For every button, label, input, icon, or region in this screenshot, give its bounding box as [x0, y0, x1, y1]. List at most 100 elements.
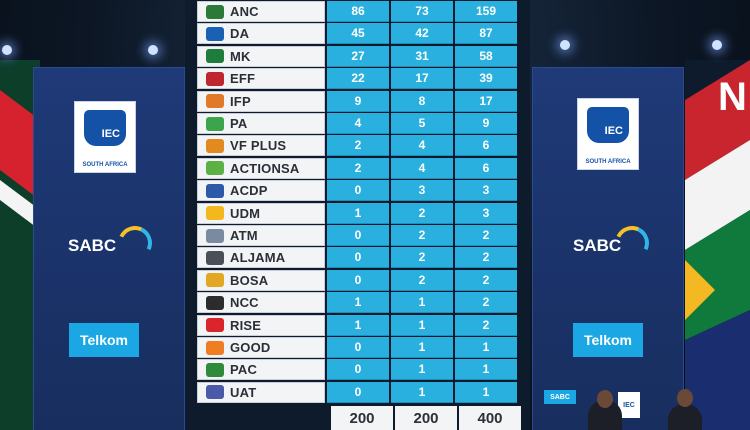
party-cell: PA [197, 113, 325, 134]
results-row: PAC 0 1 1 [197, 359, 519, 381]
seat-count-cell: 27 [327, 45, 389, 67]
seat-count-cell: 2 [455, 292, 517, 314]
party-name: GOOD [230, 340, 271, 355]
party-logo-icon [206, 362, 224, 377]
stage-light [712, 40, 722, 50]
results-row: VF PLUS 2 4 6 [197, 135, 519, 157]
party-logo-icon [206, 116, 224, 131]
seat-count-cell: 87 [455, 23, 517, 45]
seat-count-cell: 2 [391, 202, 453, 224]
seat-count-cell: 1 [327, 314, 389, 336]
seat-count-cell: 45 [327, 23, 389, 45]
party-logo-icon [206, 295, 224, 310]
seat-count-cell: 2 [391, 247, 453, 269]
party-cell: ANC [197, 1, 325, 22]
sabc-logo-text: SABC [573, 236, 622, 255]
party-cell: ACDP [197, 180, 325, 202]
results-row: GOOD 0 1 1 [197, 337, 519, 358]
party-logo-icon [206, 4, 224, 19]
iec-logo-text: IEC [101, 128, 120, 140]
seat-count-cell: 6 [455, 157, 517, 179]
party-logo-icon [206, 318, 224, 333]
results-row: ACTIONSA 2 4 6 [197, 157, 519, 179]
seat-count-cell: 1 [455, 337, 517, 358]
africa-map-icon: IEC [84, 110, 126, 146]
podium-area: SABC IEC [540, 380, 652, 430]
party-name: VF PLUS [230, 138, 287, 154]
africa-map-icon: IEC [587, 107, 629, 143]
right-branding-panel: IEC SOUTH AFRICA SABC Telkom [532, 67, 684, 430]
flag-backdrop-right [685, 60, 750, 430]
results-row: UAT 0 1 1 [197, 381, 519, 403]
results-row: ALJAMA 0 2 2 [197, 247, 519, 269]
total-cell: 200 [331, 406, 393, 430]
seat-count-cell: 1 [327, 202, 389, 224]
seat-count-cell: 9 [327, 90, 389, 112]
seat-count-cell: 31 [391, 45, 453, 67]
seat-count-cell: 2 [455, 269, 517, 291]
party-cell: IFP [197, 90, 325, 112]
iec-logo: IEC SOUTH AFRICA [74, 101, 136, 173]
seat-count-cell: 8 [391, 90, 453, 112]
party-cell: DA [197, 23, 325, 45]
seat-count-cell: 3 [391, 180, 453, 202]
results-row: DA 45 42 87 [197, 23, 519, 45]
seat-count-cell: 0 [327, 225, 389, 246]
seat-count-cell: 4 [391, 157, 453, 179]
attendee-bottom-fill [668, 424, 702, 430]
seat-count-cell: 3 [455, 202, 517, 224]
party-cell: ATM [197, 225, 325, 246]
seat-count-cell: 2 [455, 247, 517, 269]
seat-count-cell: 0 [327, 337, 389, 358]
party-name: PA [230, 116, 248, 131]
results-row: ANC 86 73 159 [197, 1, 519, 22]
sabc-rainbow-icon [113, 221, 157, 265]
telkom-logo: Telkom [69, 323, 139, 357]
seat-count-cell: 1 [391, 381, 453, 403]
party-logo-icon [206, 49, 224, 64]
results-board: ANC 86 73 159 DA 45 42 87 MK 27 31 58 EFF 22 17 39 IFP 9 8… [185, 0, 530, 430]
seat-count-cell: 2 [327, 157, 389, 179]
seat-count-cell: 42 [391, 23, 453, 45]
seat-count-cell: 4 [391, 135, 453, 157]
seat-count-cell: 17 [455, 90, 517, 112]
seat-count-cell: 5 [391, 113, 453, 134]
seat-count-cell: 1 [391, 292, 453, 314]
party-cell: GOOD [197, 337, 325, 358]
party-name: ACDP [230, 183, 268, 199]
party-logo-icon [206, 228, 224, 243]
party-logo-icon [206, 94, 224, 109]
stage-light [560, 40, 570, 50]
party-logo-icon [206, 138, 224, 153]
seat-count-cell: 0 [327, 381, 389, 403]
seat-count-cell: 3 [455, 180, 517, 202]
attendee-head [677, 389, 693, 407]
stage-light [2, 45, 12, 55]
party-name: ATM [230, 228, 258, 243]
iec-logo: IEC SOUTH AFRICA [577, 98, 639, 170]
seat-count-cell: 1 [327, 292, 389, 314]
party-logo-icon [206, 161, 224, 176]
seat-count-cell: 2 [455, 225, 517, 246]
party-cell: VF PLUS [197, 135, 325, 157]
party-name: RISE [230, 317, 262, 333]
seat-count-cell: 1 [391, 337, 453, 358]
seat-count-cell: 0 [327, 247, 389, 269]
seat-count-cell: 0 [327, 180, 389, 202]
party-name: PAC [230, 362, 258, 378]
party-cell: ACTIONSA [197, 157, 325, 179]
stage-light [148, 45, 158, 55]
party-logo-icon [206, 26, 224, 41]
seat-count-cell: 2 [391, 269, 453, 291]
party-cell: NCC [197, 292, 325, 314]
seat-count-cell: 58 [455, 45, 517, 67]
party-cell: EFF [197, 68, 325, 90]
party-name: MK [230, 48, 251, 64]
total-cell: 200 [395, 406, 457, 430]
seat-count-cell: 2 [455, 314, 517, 336]
seat-count-cell: 39 [455, 68, 517, 90]
party-logo-icon [206, 206, 224, 221]
seat-count-cell: 22 [327, 68, 389, 90]
results-row: NCC 1 1 2 [197, 292, 519, 314]
